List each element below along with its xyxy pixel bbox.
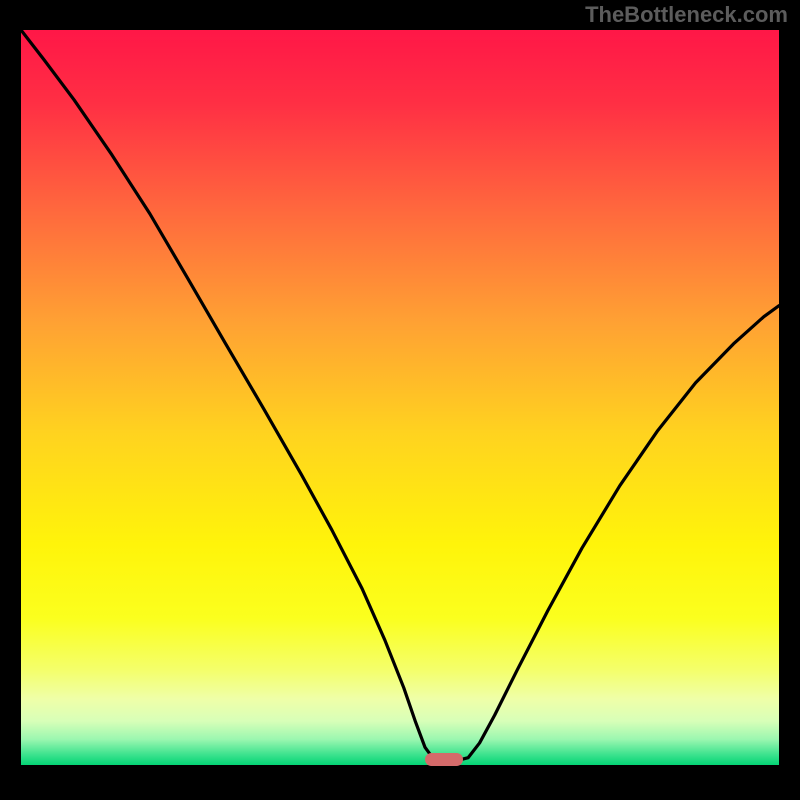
plot-area bbox=[21, 30, 779, 765]
bottleneck-curve bbox=[21, 30, 779, 765]
chart-frame: { "attribution": { "text": "TheBottlenec… bbox=[0, 0, 800, 800]
attribution-text: TheBottleneck.com bbox=[585, 2, 788, 28]
optimal-marker bbox=[425, 753, 463, 766]
